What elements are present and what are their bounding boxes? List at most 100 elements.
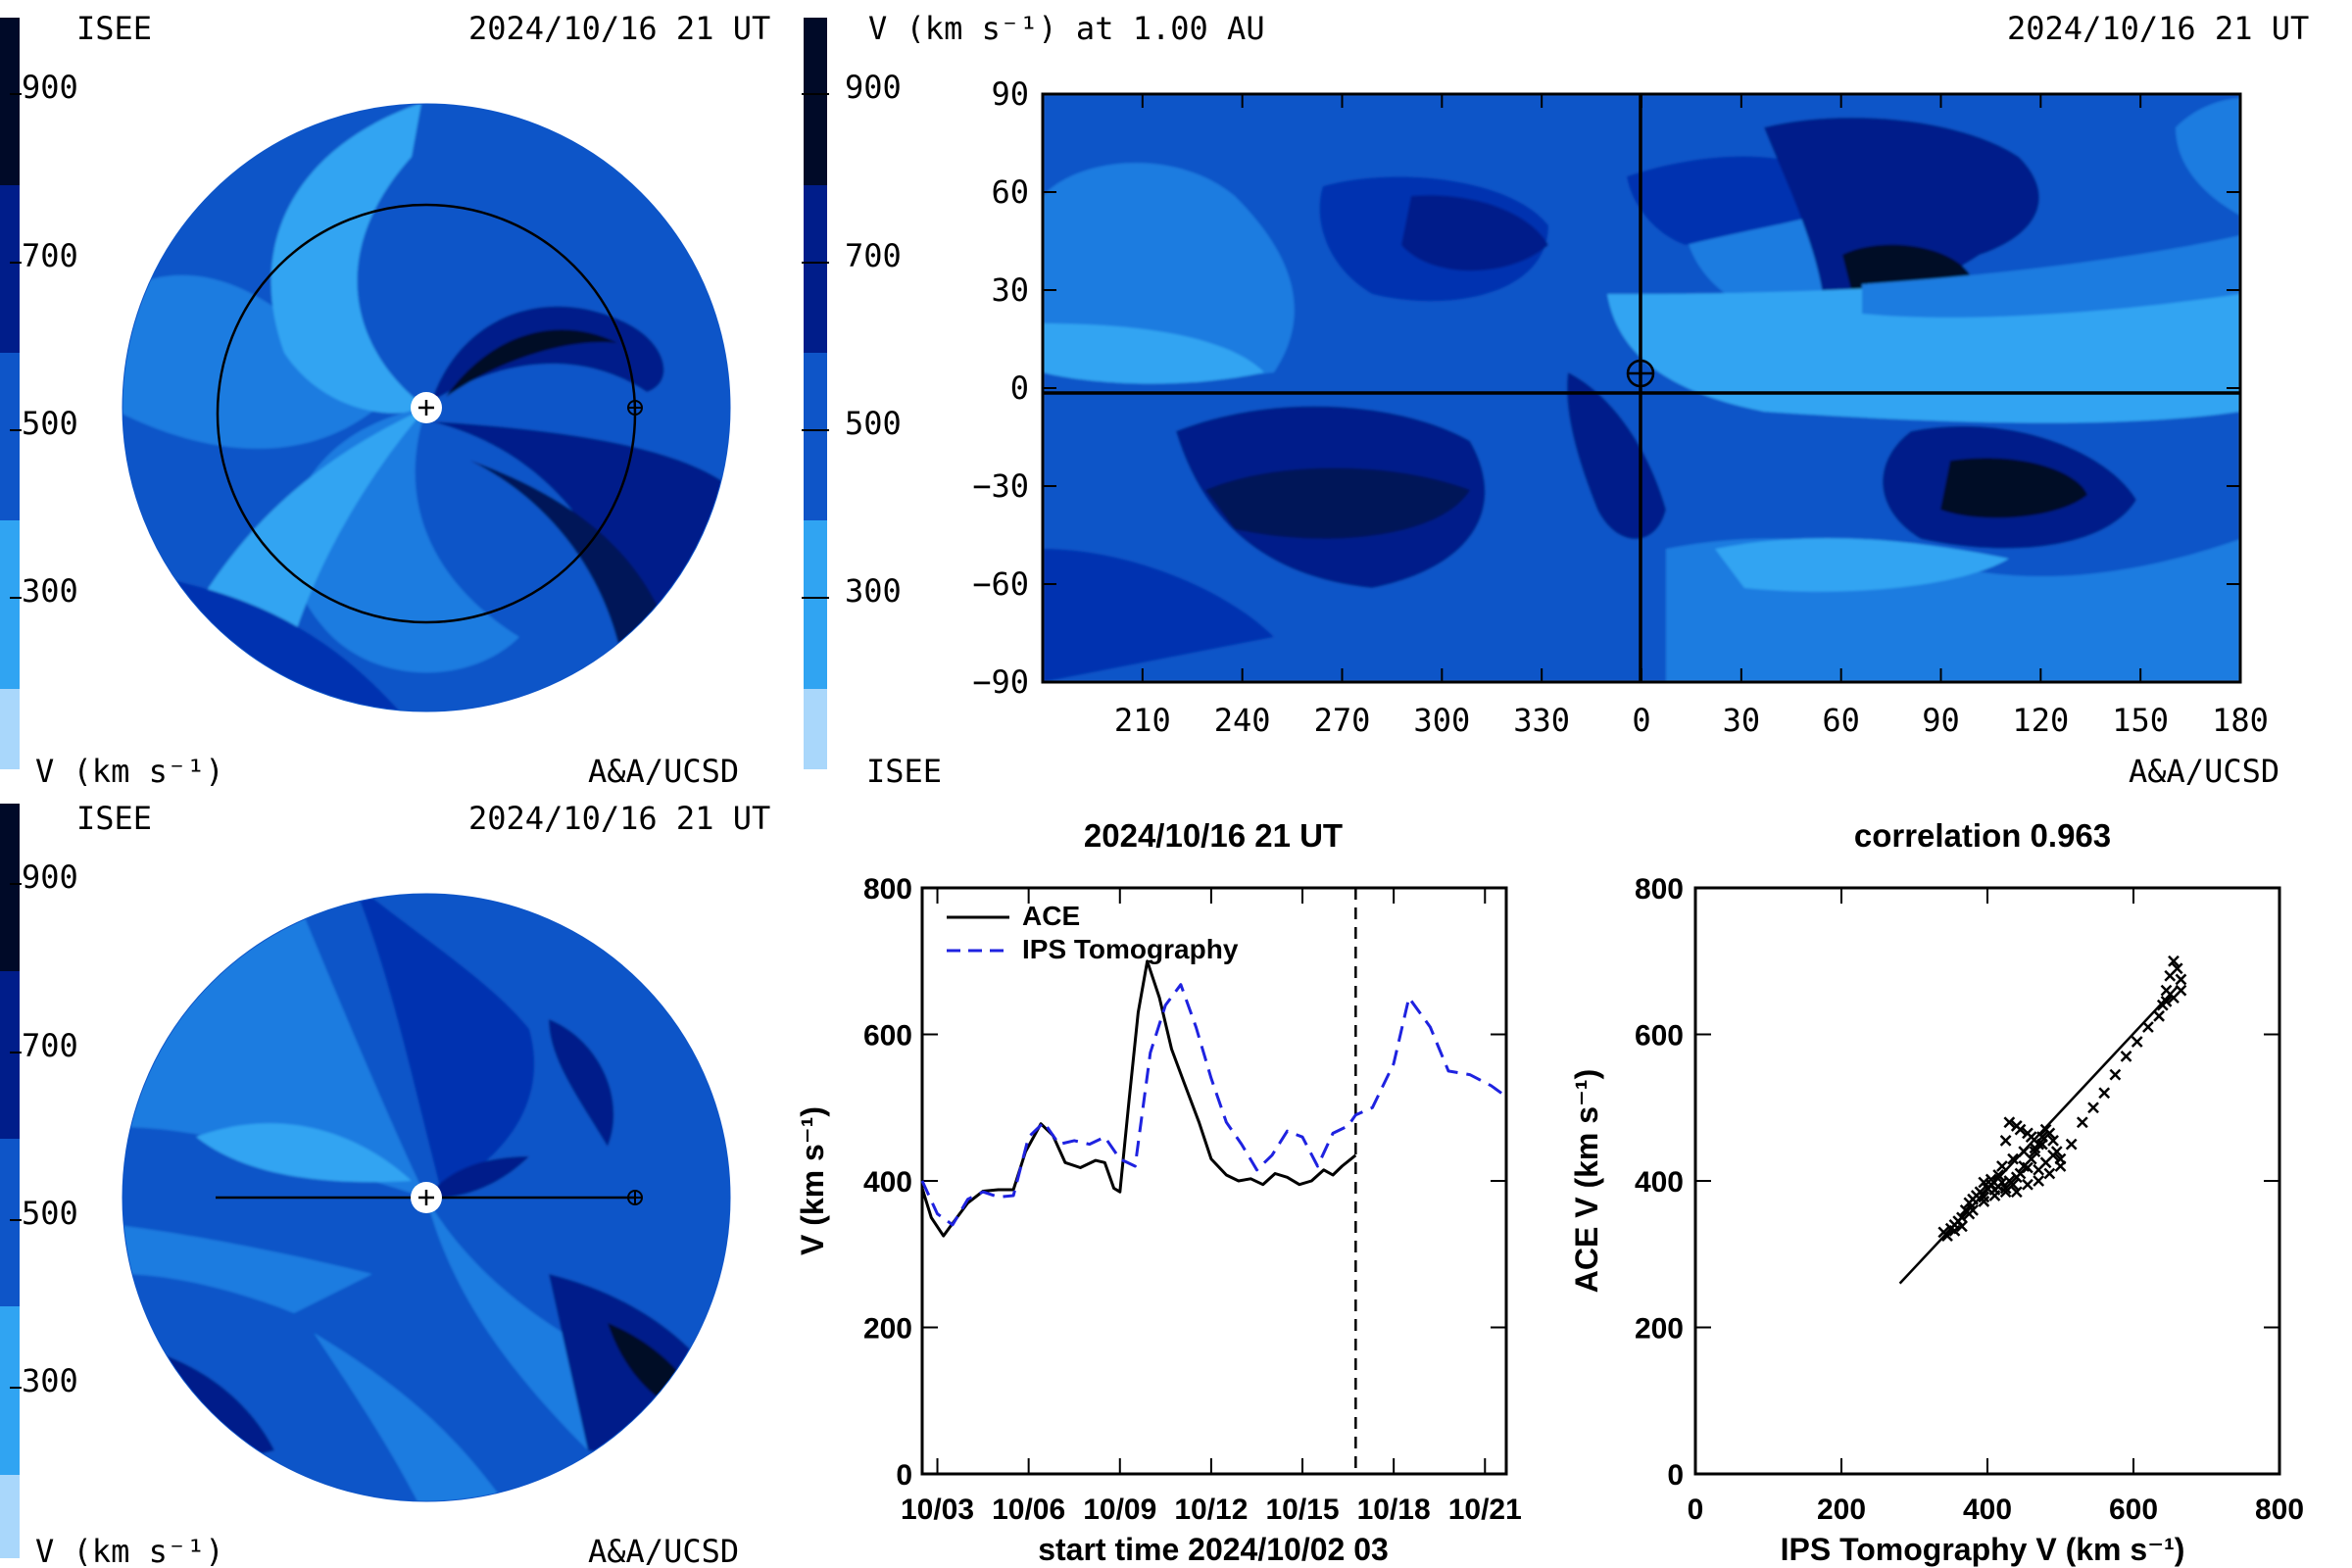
map-time: 2024/10/16 21 UT: [2007, 10, 2309, 47]
cb-tick-500: 500: [22, 405, 78, 442]
map-xtick-label: 0: [1632, 702, 1650, 739]
sc-point: [2022, 1161, 2034, 1174]
ts-xtick-label: 10/21: [1448, 1494, 1522, 1526]
sc-point: [1978, 1191, 1990, 1203]
map-ytick-label: 0: [1010, 369, 1029, 407]
tl-credit: A&A/UCSD: [588, 753, 739, 790]
map-xtick-label: 330: [1513, 702, 1570, 739]
map-xtick-label: 210: [1114, 702, 1171, 739]
map-xtick-label: 300: [1413, 702, 1470, 739]
sc-xtick-label: 800: [2255, 1494, 2304, 1526]
ace-series-line: [920, 959, 1357, 1238]
map-xtick-label: 180: [2212, 702, 2269, 739]
sc-ytick-label: 400: [1635, 1166, 1684, 1199]
earth-symbol: [627, 1190, 643, 1205]
sc-point: [2003, 1116, 2016, 1129]
sc-point: [2047, 1149, 2059, 1161]
cb-tick-500: 500: [22, 1195, 78, 1232]
sc-xtick-label: 0: [1688, 1494, 1704, 1526]
sc-point: [2168, 992, 2180, 1004]
earth-symbol: [627, 400, 643, 416]
sc-point: [2018, 1146, 2031, 1157]
sc-fit-line: [1898, 986, 2179, 1285]
sc-point: [2098, 1087, 2111, 1100]
sc-point: [2022, 1178, 2034, 1191]
map-ytick-label: −90: [972, 663, 1029, 701]
cb-tick-900: 900: [22, 858, 78, 896]
sc-point: [1963, 1207, 1976, 1220]
sc-ytick-label: 600: [1635, 1020, 1684, 1053]
sc-point: [2047, 1135, 2059, 1147]
sc-xtick-label: 200: [1817, 1494, 1866, 1526]
cb-tick-700: 700: [22, 237, 78, 274]
bl-label-left: ISEE: [76, 800, 152, 837]
map-y-axis: 90 60 30 0 −30 −60 −90: [972, 75, 2240, 701]
sc-point: [1999, 1135, 2012, 1147]
ts-ytick-label: 0: [896, 1459, 912, 1492]
ts-xtick-label: 10/09: [1083, 1494, 1156, 1526]
map-xtick-label: 270: [1314, 702, 1371, 739]
map-xtick-label: 90: [1922, 702, 1960, 739]
sc-point: [2171, 962, 2183, 975]
map-ytick-label: −30: [972, 467, 1029, 505]
ts-ylabel: V (km s⁻¹): [795, 1106, 830, 1255]
cb-tick-300: 300: [22, 1362, 78, 1399]
colorbar-ticks-top-middle: 900 700 500 300: [845, 69, 902, 610]
sc-point: [1956, 1211, 1968, 1224]
sc-point: [2142, 1021, 2154, 1033]
sc-ytick-label: 800: [1635, 873, 1684, 906]
sc-point: [1999, 1182, 2012, 1195]
sc-point: [1978, 1176, 1990, 1189]
colorbar-ticks-top-left: 900 700 500 300: [22, 69, 78, 610]
colorbar-top-left: [0, 18, 20, 769]
sc-xlabel: IPS Tomography V (km s⁻¹): [1781, 1532, 2185, 1567]
ecliptic-view-top-left: [122, 103, 731, 712]
sc-point: [2010, 1186, 2023, 1199]
ts-legend: ACE IPS Tomography: [947, 901, 1239, 964]
meridional-view-bottom-left: [122, 893, 731, 1502]
sc-point: [2120, 1051, 2132, 1062]
sc-xtick-label: 400: [1963, 1494, 2012, 1526]
sc-title: correlation 0.963: [1854, 817, 2111, 854]
sc-point: [2029, 1142, 2041, 1154]
ts-plot-frame: [920, 886, 1508, 1476]
ts-ytick-label: 800: [863, 873, 912, 906]
sc-point: [1992, 1169, 2005, 1181]
ts-ytick-label: 600: [863, 1020, 912, 1053]
sc-ytick-label: 0: [1667, 1459, 1684, 1492]
map-xtick-label: 30: [1723, 702, 1761, 739]
sc-ylabel: ACE V (km s⁻¹): [1569, 1069, 1604, 1293]
sc-point: [2131, 1036, 2143, 1048]
earth-symbol: [1626, 359, 1655, 388]
ts-xtick-label: 10/15: [1265, 1494, 1339, 1526]
cb-tick-700: 700: [22, 1027, 78, 1064]
sc-point: [1948, 1224, 1961, 1237]
sc-point: [2007, 1178, 2019, 1191]
bl-credit: A&A/UCSD: [588, 1533, 739, 1568]
sc-point: [2035, 1138, 2048, 1151]
map-ytick-label: 30: [991, 271, 1029, 309]
sc-point: [2043, 1167, 2056, 1180]
sc-point: [2175, 973, 2187, 986]
tl-label-left: ISEE: [76, 10, 152, 47]
sc-point: [2153, 1009, 2165, 1022]
legend-ace-label: ACE: [1022, 901, 1080, 931]
map-title: V (km s⁻¹) at 1.00 AU: [868, 10, 1265, 47]
map-xtick-label: 240: [1214, 702, 1271, 739]
ts-ytick-label: 200: [863, 1313, 912, 1346]
sc-point: [2109, 1068, 2122, 1081]
legend-ips-label: IPS Tomography: [1022, 934, 1239, 964]
sc-point: [2043, 1127, 2056, 1140]
sc-point: [2087, 1102, 2099, 1114]
sc-point: [2033, 1175, 2045, 1187]
cb-tick-900: 900: [845, 69, 902, 106]
sc-point: [1988, 1190, 2001, 1201]
ts-xtick-label: 10/18: [1357, 1494, 1431, 1526]
cb-tick-300: 300: [845, 572, 902, 610]
sc-point: [1996, 1160, 2008, 1172]
tl-label-right: 2024/10/16 21 UT: [468, 10, 770, 47]
sc-point: [1978, 1196, 1990, 1207]
sc-point: [1984, 1173, 1997, 1186]
cb-tick-500: 500: [845, 405, 902, 442]
